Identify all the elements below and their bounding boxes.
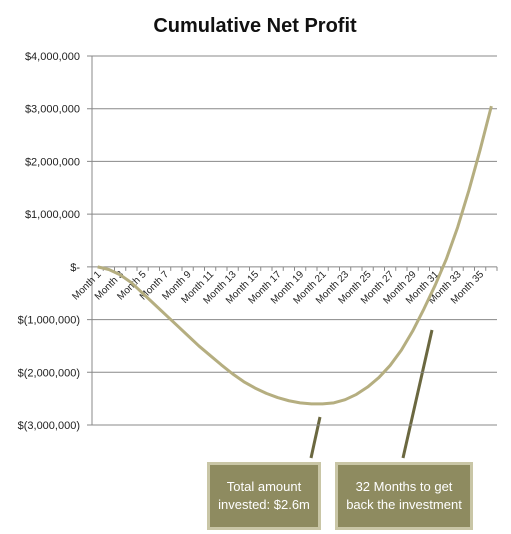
y-tick-label: $- — [70, 262, 80, 274]
chart-title: Cumulative Net Profit — [153, 15, 357, 37]
annotation: Total amount invested: $2.6m — [207, 462, 321, 530]
y-tick-label: $3,000,000 — [25, 104, 80, 116]
y-tick-label: $(3,000,000) — [18, 420, 80, 432]
pointer — [309, 416, 322, 459]
line-series — [97, 105, 493, 406]
y-tick-label: $(1,000,000) — [18, 315, 80, 327]
pointer — [401, 329, 434, 459]
y-tick-label: $4,000,000 — [25, 51, 80, 63]
y-tick-label: $(2,000,000) — [18, 367, 80, 379]
annotation: 32 Months to get back the investment — [335, 462, 473, 530]
y-tick-label: $2,000,000 — [25, 156, 80, 168]
y-tick-label: $1,000,000 — [25, 209, 80, 221]
